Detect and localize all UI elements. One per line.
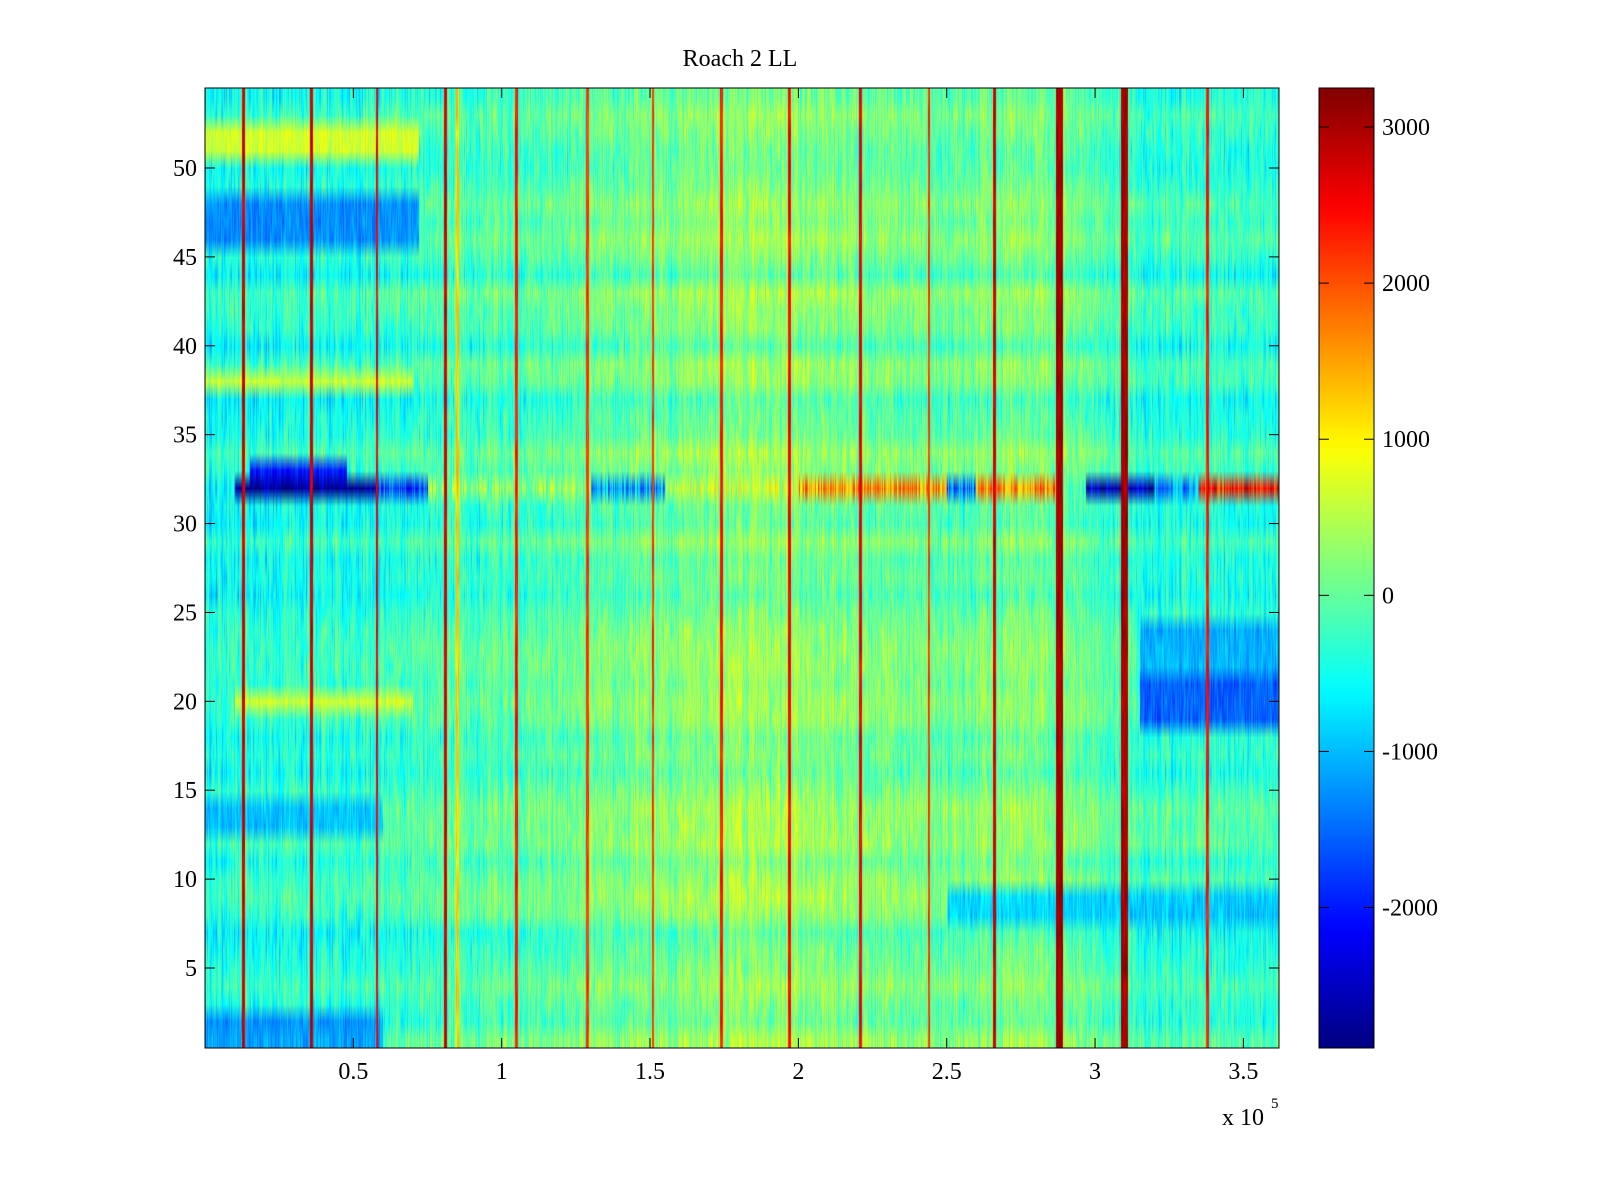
y-tick-label: 35 (173, 423, 197, 449)
y-tick-label: 5 (185, 956, 197, 982)
x-tick-label: 0.5 (338, 1059, 368, 1085)
colorbar-tick-label: 1000 (1382, 427, 1430, 453)
colorbar-tick-label: 2000 (1382, 271, 1430, 297)
x-tick-label: 2.5 (932, 1059, 962, 1085)
y-tick-label: 20 (173, 689, 197, 715)
y-tick-label: 15 (173, 778, 197, 804)
x-tick-label: 1 (496, 1059, 508, 1085)
x-tick-label: 1.5 (635, 1059, 665, 1085)
x-tick-label: 2 (792, 1059, 804, 1085)
colorbar-tick-label: -2000 (1382, 896, 1438, 922)
y-axis: 5 10 15 20 25 30 35 40 45 50 (173, 156, 1279, 982)
colorbar-frame (1318, 87, 1375, 1049)
x-axis: 0.5 1 1.5 2 2.5 3 3.5 (338, 88, 1258, 1085)
colorbar-tick-label: 3000 (1382, 115, 1430, 141)
y-tick-label: 30 (173, 512, 197, 538)
heatmap-image (205, 88, 1279, 1048)
y-tick-label: 45 (173, 245, 197, 271)
y-tick-label: 25 (173, 600, 197, 626)
x-tick-label: 3 (1089, 1059, 1101, 1085)
y-tick-label: 40 (173, 334, 197, 360)
x-exponent-base: x 10 (1222, 1105, 1264, 1131)
colorbar-tick-label: -1000 (1382, 739, 1438, 765)
chart-title: Roach 2 LL (683, 46, 798, 72)
y-tick-label: 10 (173, 867, 197, 893)
y-tick-label: 50 (173, 156, 197, 182)
x-tick-label: 3.5 (1228, 1059, 1258, 1085)
colorbar-axis: -2000 -1000 0 1000 2000 3000 (1319, 115, 1438, 922)
plot-area-frame (204, 87, 1280, 1049)
colorbar-gradient (1319, 88, 1374, 1048)
colorbar-tick-label: 0 (1382, 583, 1394, 609)
x-exponent-power: 5 (1271, 1096, 1279, 1112)
